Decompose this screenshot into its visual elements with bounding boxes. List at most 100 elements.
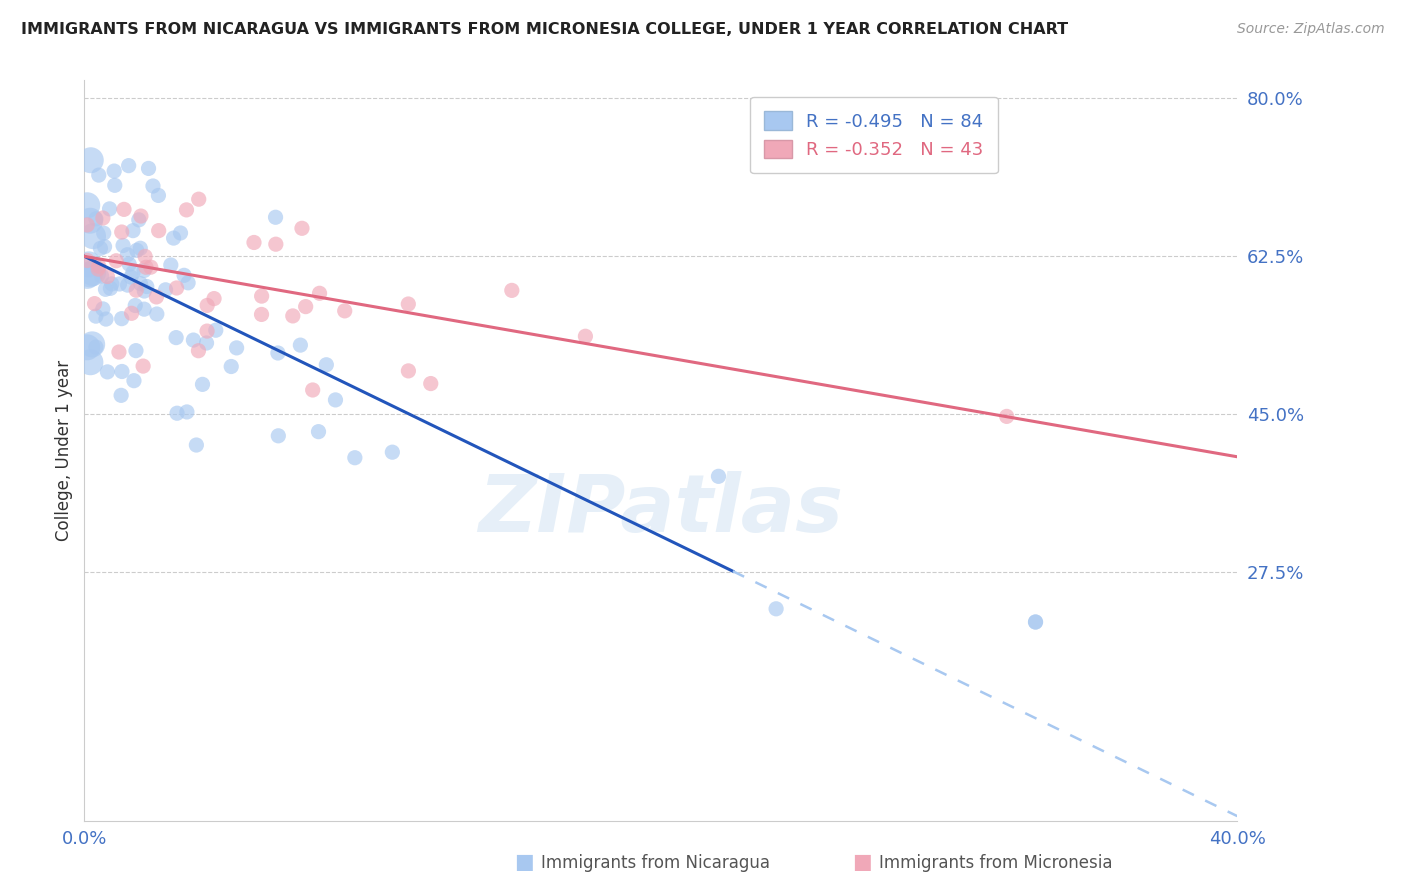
Point (108, 345, 131, 359)
Point (84, 211, 107, 226)
Legend: R = -0.495   N = 84, R = -0.352   N = 43: R = -0.495 N = 84, R = -0.352 N = 43 (749, 96, 998, 173)
Point (308, 425, 330, 439)
Point (290, 338, 312, 352)
Point (125, 283, 148, 297)
Y-axis label: College, Under 1 year: College, Under 1 year (55, 359, 73, 541)
Point (129, 241, 152, 255)
Point (112, 238, 135, 252)
Point (98, 202, 121, 216)
Point (187, 192, 209, 206)
Point (250, 307, 273, 321)
Point (176, 405, 198, 419)
Point (264, 211, 287, 225)
Point (204, 323, 226, 337)
Point (135, 279, 157, 293)
Point (118, 159, 141, 173)
Point (132, 263, 155, 277)
Point (76, 268, 98, 283)
Point (191, 377, 214, 392)
Point (82, 266, 104, 280)
Point (166, 406, 188, 420)
Point (129, 277, 152, 291)
Text: ■: ■ (852, 853, 872, 872)
Point (195, 298, 218, 312)
Point (333, 303, 356, 318)
Point (122, 374, 145, 388)
Point (294, 300, 316, 314)
Point (291, 221, 314, 235)
Point (94, 312, 117, 326)
Point (148, 188, 170, 202)
Point (79, 268, 101, 282)
Point (995, 409, 1018, 424)
Text: ■: ■ (515, 853, 534, 872)
Point (138, 161, 160, 176)
Point (125, 244, 148, 258)
Point (1025, 615, 1047, 629)
Point (165, 330, 187, 344)
Point (128, 212, 150, 227)
Point (308, 286, 330, 301)
Point (183, 333, 205, 347)
Point (112, 202, 135, 217)
Point (343, 450, 366, 465)
Point (125, 343, 148, 358)
Text: IMMIGRANTS FROM NICARAGUA VS IMMIGRANTS FROM MICRONESIA COLLEGE, UNDER 1 YEAR CO: IMMIGRANTS FROM NICARAGUA VS IMMIGRANTS … (21, 22, 1069, 37)
Point (219, 359, 242, 374)
Point (118, 257, 141, 271)
Point (142, 179, 165, 194)
Point (195, 324, 218, 338)
Text: ZIPatlas: ZIPatlas (478, 471, 844, 549)
Point (91, 301, 114, 316)
Point (129, 209, 152, 223)
Point (281, 309, 304, 323)
Text: Source: ZipAtlas.com: Source: ZipAtlas.com (1237, 22, 1385, 37)
Point (87, 168, 110, 182)
Point (381, 445, 404, 459)
Point (145, 290, 167, 304)
Point (87, 260, 110, 274)
Point (124, 298, 146, 312)
Point (93, 240, 115, 254)
Point (83, 296, 105, 310)
Point (139, 260, 162, 275)
Point (169, 226, 191, 240)
Point (82, 337, 104, 351)
Point (84, 309, 107, 323)
Point (84, 340, 107, 354)
Point (574, 329, 596, 343)
Point (315, 358, 337, 372)
Point (76, 218, 98, 232)
Point (96, 269, 118, 284)
Point (111, 225, 134, 239)
Point (186, 438, 208, 452)
Point (166, 281, 188, 295)
Point (135, 260, 157, 275)
Point (419, 376, 441, 391)
Point (121, 306, 143, 320)
Point (120, 270, 142, 285)
Point (146, 307, 169, 321)
Point (79, 213, 101, 227)
Point (122, 224, 145, 238)
Point (267, 429, 290, 443)
Point (243, 235, 266, 250)
Point (1025, 615, 1047, 629)
Point (134, 302, 156, 317)
Point (76, 198, 98, 212)
Point (77, 257, 100, 271)
Point (501, 284, 523, 298)
Point (134, 284, 156, 298)
Point (96, 365, 118, 379)
Point (76, 340, 98, 354)
Point (79, 355, 101, 369)
Point (117, 248, 139, 262)
Point (225, 341, 247, 355)
Point (707, 469, 730, 483)
Point (89, 241, 111, 255)
Point (132, 359, 155, 373)
Point (195, 336, 218, 351)
Point (101, 277, 124, 291)
Point (103, 164, 125, 178)
Point (90, 268, 112, 283)
